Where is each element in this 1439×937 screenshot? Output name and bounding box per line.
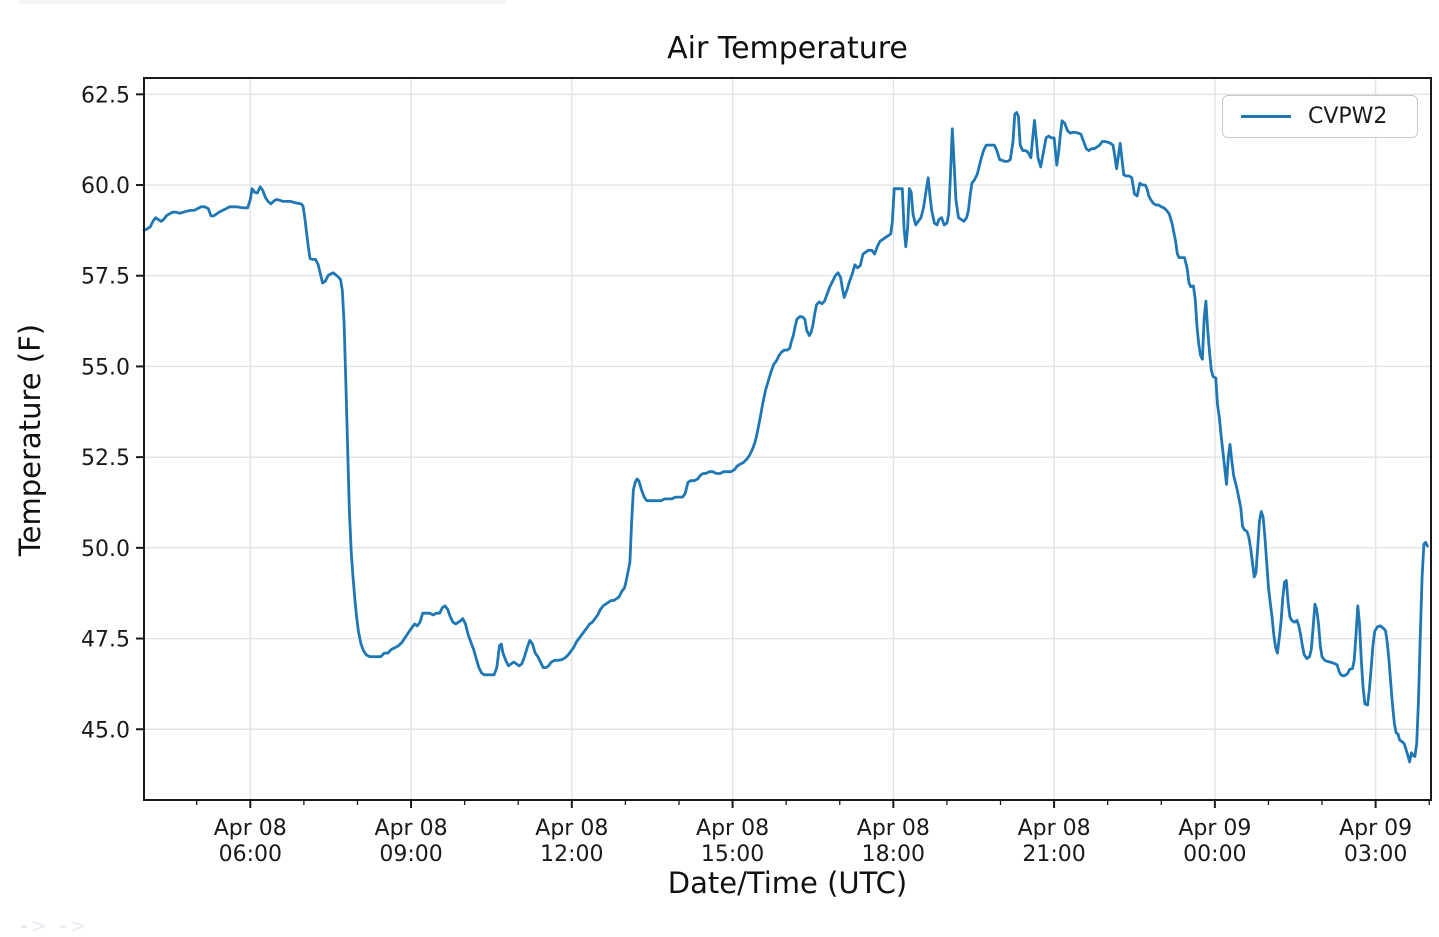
svg-text:50.0: 50.0 [81,537,130,562]
svg-text:62.5: 62.5 [81,83,130,108]
chart-title: Air Temperature [667,31,908,66]
svg-text:15:00: 15:00 [701,842,764,867]
svg-text:Apr 08: Apr 08 [375,816,448,841]
svg-text:03:00: 03:00 [1344,842,1407,867]
svg-text:Apr 09: Apr 09 [1178,816,1251,841]
svg-text:12:00: 12:00 [540,842,603,867]
legend-line-sample [1241,115,1291,118]
svg-text:Apr 08: Apr 08 [214,816,287,841]
svg-text:Apr 08: Apr 08 [696,816,769,841]
top-edge-artifact [19,0,506,4]
x-axis-label: Date/Time (UTC) [667,866,908,900]
svg-text:Apr 08: Apr 08 [857,816,930,841]
svg-text:Apr 08: Apr 08 [535,816,608,841]
legend: CVPW2 [1222,95,1418,138]
svg-text:18:00: 18:00 [862,842,925,867]
svg-text:45.0: 45.0 [81,718,130,743]
svg-text:60.0: 60.0 [81,174,130,199]
svg-text:00:00: 00:00 [1183,842,1246,867]
svg-text:Apr 08: Apr 08 [1018,816,1091,841]
svg-text:21:00: 21:00 [1022,842,1085,867]
svg-text:47.5: 47.5 [81,628,130,653]
svg-text:52.5: 52.5 [81,446,130,471]
cutoff-arrows-artifact: -> -> [20,915,90,937]
svg-text:09:00: 09:00 [379,842,442,867]
svg-text:57.5: 57.5 [81,265,130,290]
legend-label: CVPW2 [1308,104,1388,129]
svg-text:Apr 09: Apr 09 [1339,816,1412,841]
svg-text:06:00: 06:00 [219,842,282,867]
svg-text:55.0: 55.0 [81,355,130,380]
